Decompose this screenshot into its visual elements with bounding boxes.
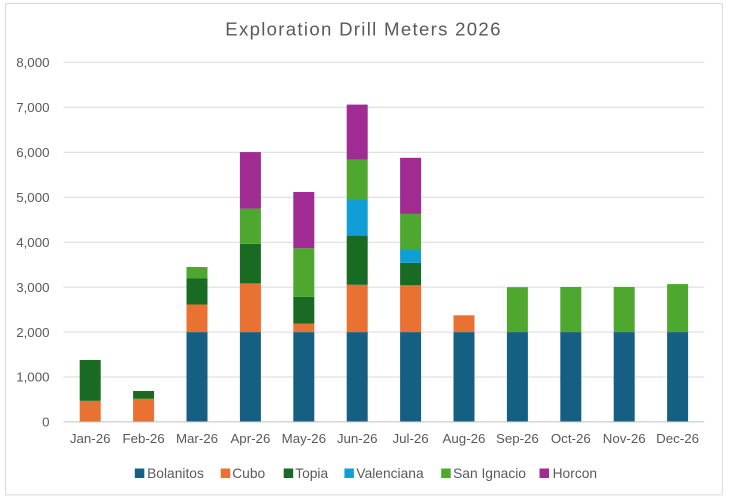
svg-text:Jul-26: Jul-26 xyxy=(392,431,428,446)
svg-text:May-26: May-26 xyxy=(282,431,326,446)
svg-text:Topia: Topia xyxy=(295,466,328,481)
svg-text:Sep-26: Sep-26 xyxy=(496,431,539,446)
svg-text:4,000: 4,000 xyxy=(16,235,49,250)
svg-text:Jun-26: Jun-26 xyxy=(337,431,378,446)
svg-text:Bolanitos: Bolanitos xyxy=(147,466,204,481)
svg-text:Nov-26: Nov-26 xyxy=(603,431,646,446)
svg-text:Exploration Drill Meters 2026: Exploration Drill Meters 2026 xyxy=(225,19,501,40)
svg-text:Jan-26: Jan-26 xyxy=(70,431,111,446)
svg-text:San Ignacio: San Ignacio xyxy=(453,466,526,481)
svg-text:2,000: 2,000 xyxy=(16,325,49,340)
svg-text:Cubo: Cubo xyxy=(232,466,265,481)
svg-text:Mar-26: Mar-26 xyxy=(176,431,218,446)
svg-text:Feb-26: Feb-26 xyxy=(123,431,165,446)
svg-text:6,000: 6,000 xyxy=(16,145,49,160)
svg-text:8,000: 8,000 xyxy=(16,55,49,70)
svg-text:7,000: 7,000 xyxy=(16,100,49,115)
svg-text:3,000: 3,000 xyxy=(16,280,49,295)
svg-text:Horcon: Horcon xyxy=(553,466,597,481)
svg-text:Oct-26: Oct-26 xyxy=(551,431,591,446)
svg-text:5,000: 5,000 xyxy=(16,190,49,205)
svg-text:0: 0 xyxy=(42,415,49,430)
svg-text:1,000: 1,000 xyxy=(16,370,49,385)
svg-text:Valenciana: Valenciana xyxy=(356,466,424,481)
svg-text:Dec-26: Dec-26 xyxy=(656,431,699,446)
svg-text:Apr-26: Apr-26 xyxy=(230,431,270,446)
svg-text:Aug-26: Aug-26 xyxy=(443,431,486,446)
